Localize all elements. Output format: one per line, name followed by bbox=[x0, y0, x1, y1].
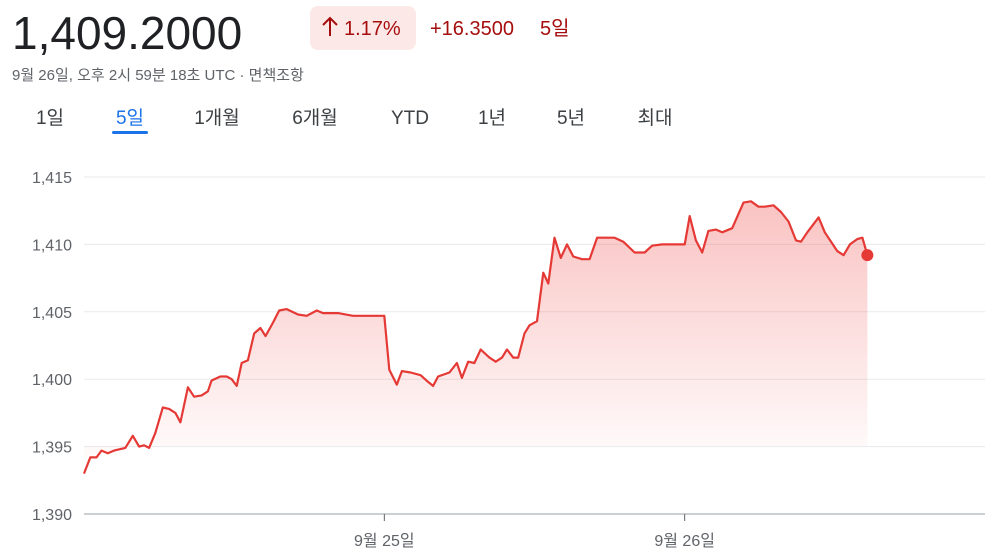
x-tick-label: 9월 26일 bbox=[654, 532, 715, 550]
tab[interactable]: 6개월 bbox=[292, 107, 338, 129]
x-tick-label: 9월 25일 bbox=[354, 532, 415, 550]
tab[interactable]: 최대 bbox=[638, 107, 673, 129]
price: 1,409.2000 bbox=[12, 7, 242, 59]
chart: 1,390 1,395 1,400 1,405 1,410 1,415 9월 25일 9월 2… bbox=[32, 170, 985, 550]
change-percent: 1.17% bbox=[344, 18, 401, 40]
tab[interactable]: YTD bbox=[391, 108, 429, 129]
tab[interactable]: 1일 bbox=[36, 107, 64, 129]
y-tick-label: 1,410 bbox=[32, 237, 72, 254]
change-badge bbox=[310, 6, 416, 50]
y-tick-label: 1,405 bbox=[32, 305, 72, 322]
price-line bbox=[82, 200, 869, 474]
period: 5일 bbox=[540, 17, 570, 40]
y-tick-label: 1,400 bbox=[32, 372, 72, 389]
y-tick-label: 1,395 bbox=[32, 440, 72, 457]
last-point bbox=[861, 249, 874, 262]
change: +16.3500 bbox=[430, 18, 514, 40]
tab[interactable]: 5일 bbox=[116, 107, 144, 129]
area-fill bbox=[84, 201, 868, 474]
timestamp: 9월 26일, 오후 2시 59분 18초 UTC · 면책조항 bbox=[12, 67, 304, 84]
tab[interactable]: 1개월 bbox=[194, 107, 240, 129]
tab-underline bbox=[112, 131, 148, 134]
tab[interactable]: 5년 bbox=[557, 107, 585, 129]
tab[interactable]: 1년 bbox=[478, 107, 506, 129]
y-tick-label: 1,415 bbox=[32, 170, 72, 187]
tab-bar: 1일 5일 1개월 6개월 YTD 1년 5년 최대 bbox=[36, 107, 673, 134]
y-tick-label: 1,390 bbox=[32, 507, 72, 524]
up-arrow bbox=[322, 16, 338, 36]
